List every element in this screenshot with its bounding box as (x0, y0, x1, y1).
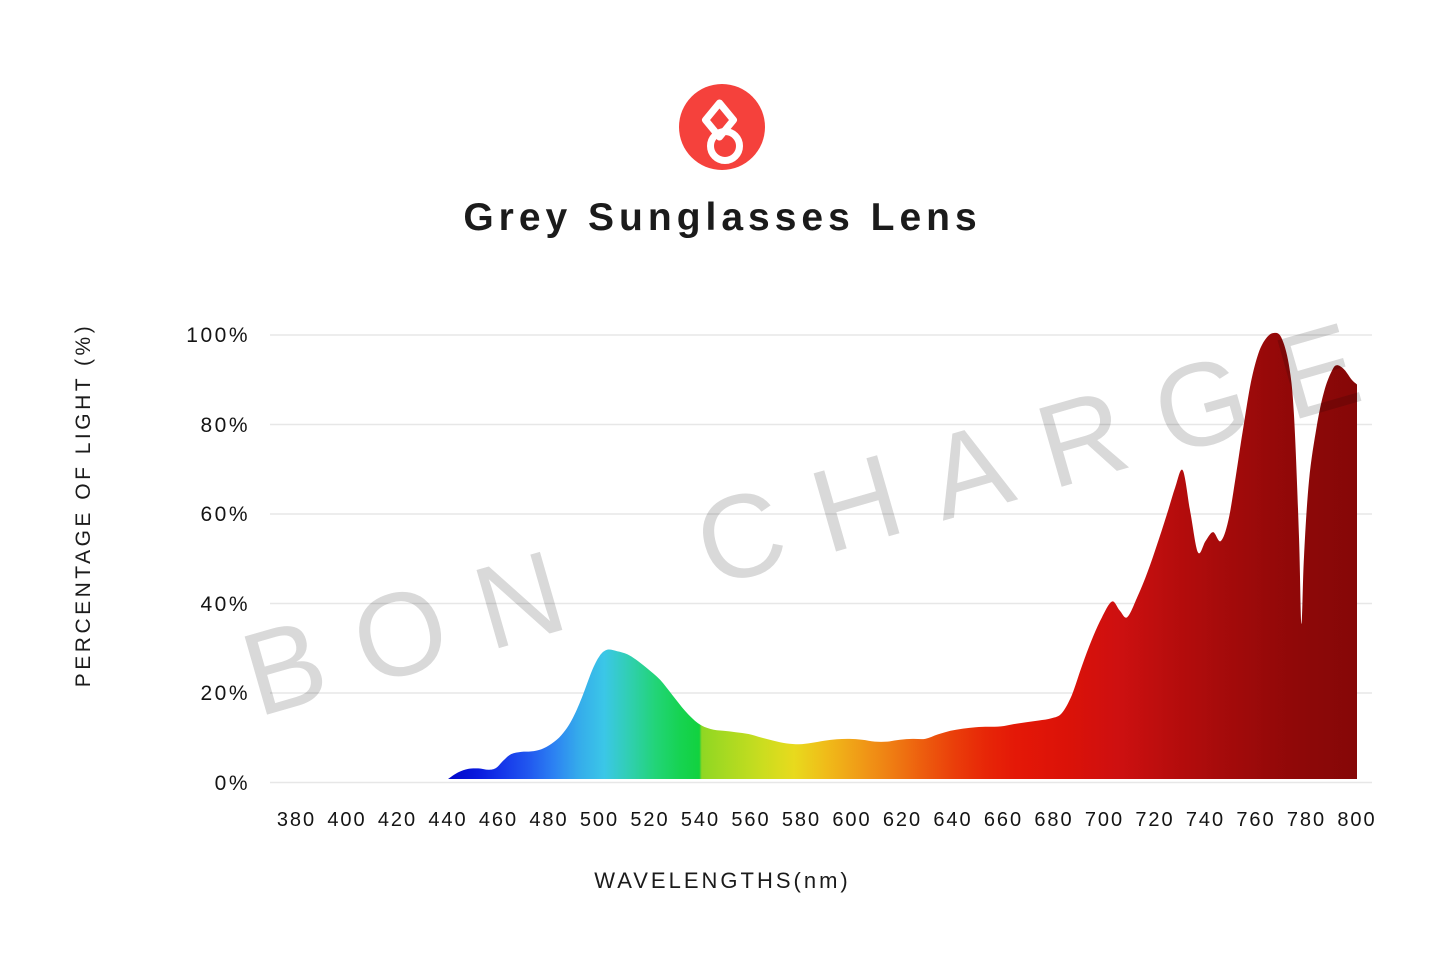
x-tick-label: 580 (781, 809, 822, 831)
x-tick-label: 700 (1084, 809, 1125, 831)
x-tick-label: 800 (1337, 809, 1377, 831)
x-tick-label: 780 (1286, 809, 1327, 831)
x-tick-label: 400 (327, 809, 367, 831)
x-tick-label: 540 (680, 809, 721, 831)
x-tick-label: 500 (579, 809, 620, 831)
y-tick-label: 80% (200, 413, 250, 437)
page-title: Grey Sunglasses Lens (463, 196, 982, 239)
x-tick-label: 680 (1034, 809, 1074, 831)
x-tick-label: 480 (529, 809, 569, 831)
bon-charge-logo-icon (679, 84, 765, 170)
x-tick-label: 520 (630, 809, 670, 831)
x-tick-label: 620 (882, 809, 923, 831)
x-tick-label: 380 (276, 809, 317, 831)
x-tick-label: 760 (1236, 809, 1276, 831)
x-tick-label: 720 (1135, 809, 1175, 831)
x-axis-title: WAVELENGTHS(nm) (594, 868, 851, 893)
spectrum-area-path (448, 332, 1357, 779)
y-tick-label: 0% (214, 771, 250, 795)
x-tick-label: 440 (428, 809, 468, 831)
y-tick-label: 20% (200, 682, 250, 705)
y-axis-title: PERCENTAGE OF LIGHT (%) (72, 322, 95, 688)
y-tick-label: 100% (186, 324, 250, 347)
x-tick-label: 460 (478, 809, 519, 831)
x-tick-label: 740 (1185, 809, 1226, 831)
y-tick-label: 40% (200, 592, 250, 616)
x-tick-label: 660 (983, 809, 1024, 831)
y-tick-label: 60% (200, 503, 250, 526)
x-tick-label: 560 (731, 809, 771, 831)
x-tick-label: 600 (832, 809, 872, 831)
x-tick-label: 420 (377, 809, 418, 831)
x-tick-label: 640 (933, 809, 973, 831)
